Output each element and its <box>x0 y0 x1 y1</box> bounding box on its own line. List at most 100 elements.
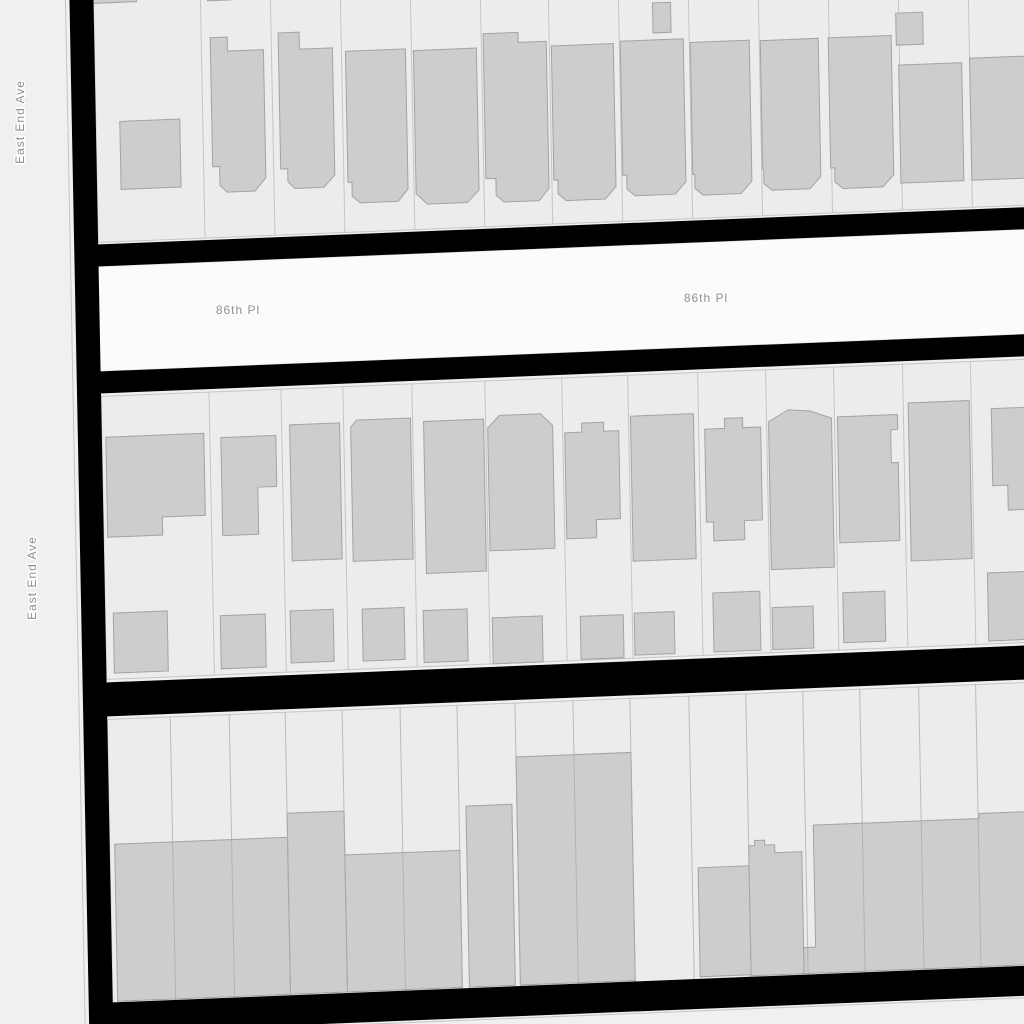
building-footprint <box>651 1 672 34</box>
building-footprint <box>482 31 550 203</box>
building-footprint <box>206 0 231 2</box>
building-footprint <box>550 43 617 202</box>
building-footprint <box>990 405 1024 511</box>
block-south <box>106 678 1024 1005</box>
map-fabric <box>64 0 1024 1024</box>
building-footprint <box>344 48 409 204</box>
building-footprint <box>412 47 480 205</box>
parcel-line <box>199 0 206 239</box>
building-footprint <box>759 37 822 191</box>
parcel-line <box>901 364 909 648</box>
parcel-line <box>627 375 634 659</box>
building-footprint <box>768 409 835 571</box>
building-footprint <box>898 62 965 184</box>
garages <box>112 570 1024 674</box>
parcel-line <box>409 0 416 230</box>
parcel-line <box>859 689 866 975</box>
parcel-line <box>617 0 624 222</box>
street-line-alley <box>104 641 1024 717</box>
building-footprint <box>704 417 763 542</box>
parcel-line <box>208 392 215 676</box>
street-label-east-end-ave-south: East End Ave <box>25 536 39 620</box>
parcel-lines <box>169 684 982 1002</box>
building-footprint <box>119 118 182 190</box>
garage-footprint <box>361 606 406 662</box>
garage-footprint <box>289 608 335 664</box>
garage-footprint <box>112 610 169 674</box>
parcel-line <box>745 693 752 979</box>
garage-footprint <box>579 614 625 660</box>
parcel-line <box>228 714 236 1000</box>
parcel-line <box>561 377 568 661</box>
building-footprint <box>289 422 343 562</box>
parcel-line <box>269 0 276 236</box>
parcel-line <box>802 691 809 977</box>
parcel-line <box>456 705 463 991</box>
building-footprint <box>277 31 336 189</box>
building-footprint <box>907 400 973 562</box>
parcel-line <box>687 0 694 219</box>
building-footprint <box>423 418 487 575</box>
building-footprint <box>748 839 805 977</box>
garage-footprint <box>219 613 267 670</box>
building-footprint <box>697 865 752 978</box>
parcel-line <box>832 366 840 651</box>
building-footprint <box>803 809 1024 975</box>
building-footprint <box>689 39 753 196</box>
building-footprint <box>487 413 556 552</box>
parcel-line <box>339 0 346 233</box>
parcel-line <box>629 698 636 984</box>
building-footprint <box>220 434 278 537</box>
street-label-86th-pl-east: 86th Pl <box>684 291 728 305</box>
garage-footprint <box>842 590 887 644</box>
garage-footprint <box>712 590 762 653</box>
building-footprint <box>286 810 349 995</box>
street-edge-line <box>111 993 1024 1024</box>
street-line-east-end-ave <box>69 0 114 1024</box>
building-footprint <box>88 0 137 5</box>
garage-footprint <box>986 570 1024 642</box>
garage-footprint <box>771 605 815 651</box>
parcel-line <box>411 383 418 667</box>
parcel-line <box>697 372 704 656</box>
garage-footprint <box>491 615 544 665</box>
garage-footprint <box>422 608 469 664</box>
parcel-line <box>342 386 349 670</box>
building-footprint <box>465 803 516 988</box>
building-footprint <box>209 36 267 193</box>
building-footprint <box>114 836 292 1002</box>
parcel-line <box>399 707 407 993</box>
block-north <box>88 0 1024 243</box>
parcel-line <box>756 0 764 216</box>
building-footprint <box>564 421 621 540</box>
building-footprint <box>895 11 924 46</box>
parcel-line <box>572 700 579 986</box>
street-label-86th-pl-west: 86th Pl <box>216 303 260 317</box>
parcel-line <box>169 716 177 1002</box>
building-footprint <box>969 53 1024 181</box>
parcel-line <box>514 703 521 989</box>
parcel-line <box>284 712 292 998</box>
parcel-line <box>688 696 695 982</box>
building-footprint <box>350 417 414 562</box>
parcel-lines <box>208 361 977 676</box>
building-footprint <box>629 413 697 562</box>
street-edge-line <box>64 0 87 1024</box>
building-footprint <box>619 38 687 197</box>
parcel-line <box>547 0 554 225</box>
building-footprint <box>836 413 901 544</box>
parcel-line <box>479 0 486 227</box>
street-label-east-end-ave-north: East End Ave <box>13 80 27 164</box>
parcel-line <box>918 686 925 972</box>
parcel-line <box>969 361 977 645</box>
parcel-line <box>341 709 349 996</box>
garage-footprint <box>633 611 676 656</box>
street-line-86th-pl-north <box>96 203 1024 267</box>
parcel-line <box>765 369 772 653</box>
street-line-bottom <box>110 961 1024 1024</box>
buildings <box>105 400 1024 575</box>
street-line-86th-pl-south <box>98 330 1024 394</box>
parcel-line <box>280 389 287 673</box>
